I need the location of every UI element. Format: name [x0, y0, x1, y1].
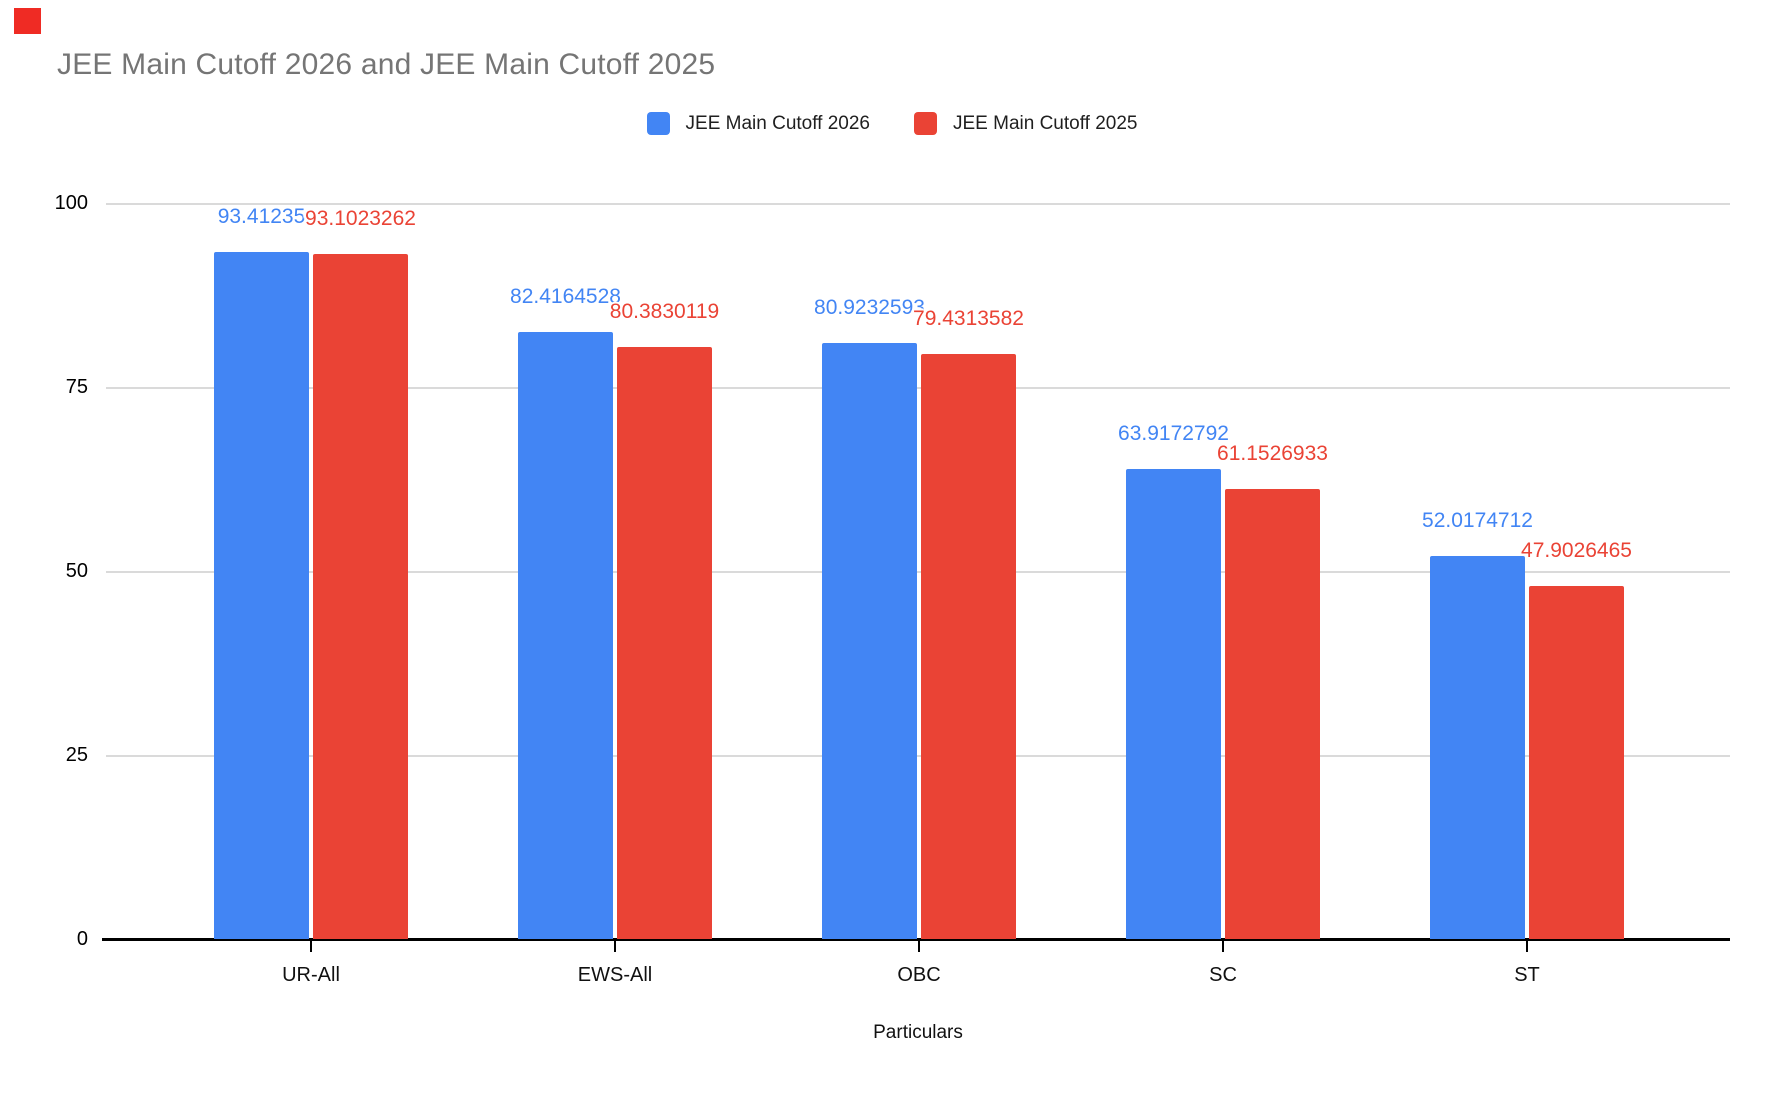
legend-label-2025: JEE Main Cutoff 2025: [953, 112, 1138, 134]
data-label-jee-main-cutoff-2026-ews-all: 82.4164528: [510, 285, 621, 309]
legend-swatch-2025: [914, 112, 937, 135]
chart-title: JEE Main Cutoff 2026 and JEE Main Cutoff…: [57, 48, 716, 81]
x-axis-line: [102, 938, 1730, 941]
y-axis-tick-label-100: 100: [54, 192, 88, 214]
y-axis-tick-label-0: 0: [76, 928, 88, 950]
bar-jee-main-cutoff-2026-st[interactable]: [1430, 556, 1525, 939]
data-label-jee-main-cutoff-2026-obc: 80.9232593: [814, 296, 925, 320]
x-axis-title: Particulars: [873, 1022, 963, 1043]
gridline-25: [106, 755, 1730, 757]
x-axis-category-label-ews-all: EWS-All: [577, 964, 653, 986]
bar-jee-main-cutoff-2026-ews-all[interactable]: [518, 332, 613, 939]
legend-swatch-2026: [646, 112, 670, 135]
data-label-jee-main-cutoff-2026-st: 52.0174712: [1422, 509, 1533, 533]
bar-jee-main-cutoff-2025-st[interactable]: [1529, 586, 1624, 939]
data-label-jee-main-cutoff-2025-sc: 61.1526933: [1217, 441, 1328, 465]
legend-item-2026[interactable]: JEE Main Cutoff 2026: [646, 112, 870, 135]
bar-jee-main-cutoff-2025-obc[interactable]: [921, 354, 1016, 939]
x-axis-tick-st: [1526, 940, 1528, 952]
data-label-jee-main-cutoff-2025-obc: 79.4313582: [913, 307, 1024, 331]
x-axis-category-label-sc: SC: [1209, 964, 1237, 986]
bar-jee-main-cutoff-2026-sc[interactable]: [1126, 468, 1221, 939]
x-axis-tick-ews-all: [614, 940, 616, 952]
y-axis-tick-label-50: 50: [65, 560, 88, 582]
plot-area: 93.41235 82.4164528 80.9232593 63.9172792 52…: [102, 203, 1730, 952]
legend-label-2026: JEE Main Cutoff 2026: [685, 112, 870, 134]
legend-item-2025[interactable]: JEE Main Cutoff 2025: [914, 112, 1137, 135]
x-axis-tick-sc: [1222, 940, 1224, 952]
gridline-100: [106, 203, 1730, 205]
data-label-jee-main-cutoff-2026-sc: 63.9172792: [1118, 421, 1229, 445]
legend: JEE Main Cutoff 2026 JEE Main Cutoff 202…: [0, 112, 1784, 135]
data-label-jee-main-cutoff-2026-ur-all: 93.41235: [217, 204, 306, 228]
y-axis-tick-label-25: 25: [65, 744, 88, 766]
x-axis-tick-ur-all: [310, 940, 312, 952]
x-axis-category-label-ur-all: UR-All: [282, 964, 340, 986]
x-axis-category-label-st: ST: [1514, 964, 1540, 986]
bar-jee-main-cutoff-2025-ews-all[interactable]: [617, 347, 712, 939]
data-label-jee-main-cutoff-2025-ur-all: 93.1023262: [305, 206, 416, 230]
data-label-jee-main-cutoff-2025-st: 47.9026465: [1521, 539, 1632, 563]
bar-jee-main-cutoff-2026-ur-all[interactable]: [214, 251, 309, 939]
data-label-jee-main-cutoff-2025-ews-all: 80.3830119: [609, 300, 720, 324]
bar-jee-main-cutoff-2025-sc[interactable]: [1225, 488, 1320, 939]
y-axis-tick-label-75: 75: [65, 376, 88, 398]
bar-jee-main-cutoff-2025-ur-all[interactable]: [313, 253, 408, 939]
corner-marker: [14, 8, 41, 34]
x-axis-category-label-obc: OBC: [897, 964, 941, 986]
x-axis-tick-obc: [918, 940, 920, 952]
bar-jee-main-cutoff-2026-obc[interactable]: [822, 343, 917, 939]
gridline-50: [106, 571, 1730, 573]
gridline-75: [106, 387, 1730, 389]
